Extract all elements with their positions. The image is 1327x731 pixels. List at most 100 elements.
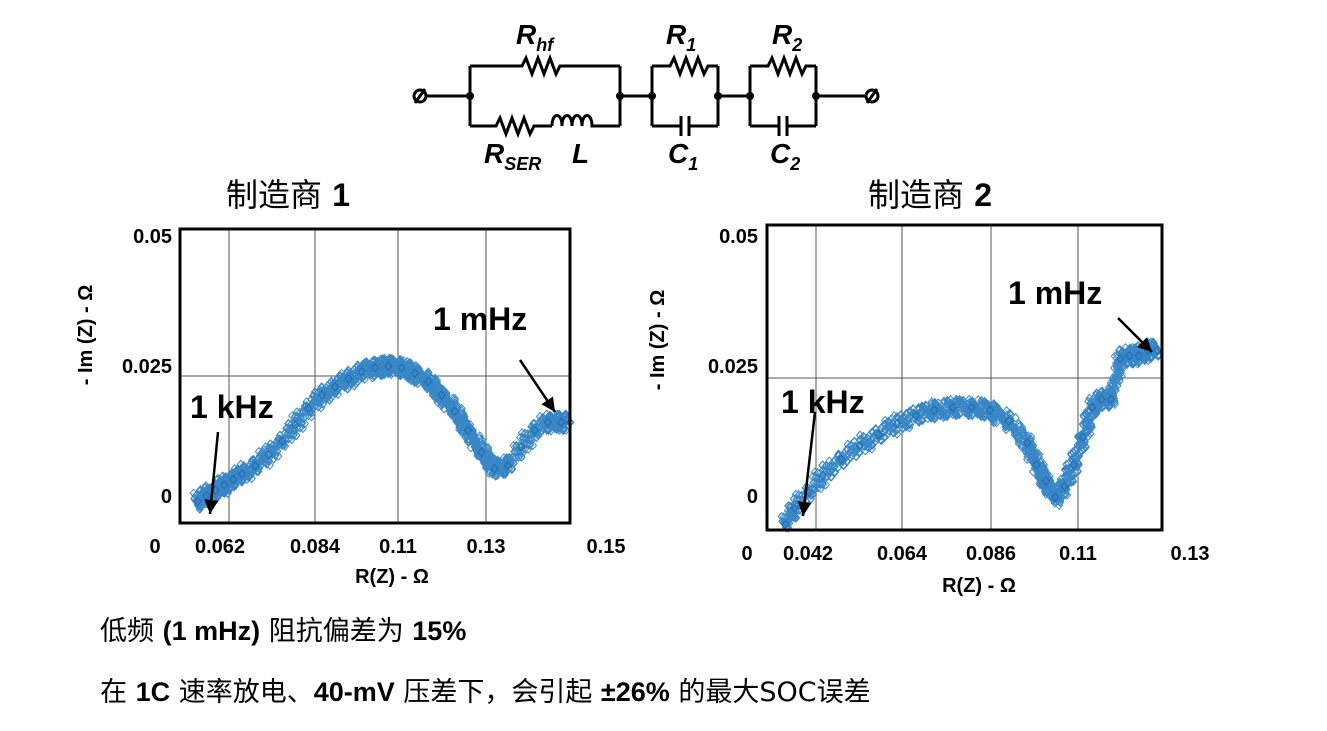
data-point: [516, 441, 526, 452]
x-tick-label: 0.15: [587, 536, 626, 558]
data-point: [1084, 421, 1093, 432]
data-point: [278, 434, 287, 445]
right-terminal: [864, 88, 880, 104]
data-point: [556, 417, 566, 428]
data-point: [989, 418, 999, 428]
data-point: [967, 402, 976, 413]
annotation-arrowhead: [204, 499, 219, 514]
data-point: [1079, 438, 1088, 449]
data-point: [383, 368, 393, 379]
data-point: [1086, 428, 1095, 439]
data-point: [1073, 465, 1082, 476]
x-tick-label: 0.062: [195, 536, 245, 558]
data-point: [877, 435, 886, 446]
data-point: [277, 436, 287, 447]
data-point: [1084, 411, 1094, 422]
y-axis-label: - Im (Z) - Ω: [647, 290, 669, 390]
data-point: [406, 360, 416, 370]
data-point: [892, 429, 902, 439]
data-point: [911, 410, 921, 421]
data-point: [1066, 476, 1075, 486]
data-point: [228, 474, 238, 485]
label-c2: C2: [770, 138, 800, 174]
data-point: [274, 451, 283, 461]
data-point: [855, 447, 864, 457]
x-tick-label: 0.11: [379, 536, 417, 558]
data-point: [1134, 350, 1144, 361]
data-point: [305, 402, 314, 412]
data-point: [929, 405, 939, 416]
data-point: [505, 452, 514, 463]
data-point: [270, 445, 279, 455]
data-point: [1054, 490, 1063, 500]
data-point: [810, 467, 819, 477]
data-point: [502, 452, 511, 463]
data-point: [964, 409, 973, 420]
data-point: [469, 437, 478, 447]
annotation-arrowhead: [541, 396, 555, 412]
data-point: [423, 376, 433, 387]
data-point: [1115, 353, 1125, 364]
data-point: [437, 390, 446, 400]
data-point: [788, 506, 798, 516]
y-axis-label: - Im (Z) - Ω: [75, 285, 97, 385]
data-point: [341, 380, 350, 390]
data-point: [383, 361, 393, 372]
data-point: [1060, 481, 1069, 492]
data-point: [490, 463, 499, 474]
data-point: [1038, 465, 1047, 476]
data-point: [466, 428, 475, 439]
label-c1: C1: [668, 138, 698, 174]
annotation-label: 1 kHz: [781, 384, 865, 420]
data-point: [561, 425, 570, 436]
data-point: [288, 411, 297, 421]
data-point: [1032, 459, 1041, 470]
data-point: [1004, 416, 1013, 426]
data-point: [1076, 438, 1086, 449]
annotation-arrowhead: [1137, 337, 1152, 352]
data-point: [1110, 382, 1119, 392]
data-point: [559, 425, 568, 436]
x-tick-label: 0.086: [966, 543, 1016, 565]
data-point: [955, 409, 964, 420]
plot-frame: [178, 227, 572, 525]
data-point: [821, 479, 830, 490]
data-point: [964, 410, 973, 421]
data-point: [344, 373, 353, 384]
data-point: [514, 444, 524, 455]
data-point: [1074, 450, 1083, 460]
data-point: [1087, 402, 1097, 413]
rhf-resistor: [470, 53, 620, 79]
label-l: L: [572, 138, 589, 169]
data-point: [410, 368, 420, 379]
data-point: [1018, 430, 1028, 441]
data-point: [1018, 425, 1027, 435]
data-point: [914, 417, 924, 427]
data-point: [1097, 394, 1106, 405]
data-point: [410, 377, 419, 388]
data-point: [314, 397, 323, 408]
data-point: [325, 389, 335, 400]
data-point: [892, 425, 902, 435]
x-tick-label: 0.11: [1059, 543, 1097, 565]
data-point: [1108, 384, 1117, 395]
data-series: [189, 353, 575, 514]
data-point: [1078, 432, 1088, 443]
x-tick-label: 0.084: [290, 536, 341, 558]
data-point: [1073, 458, 1083, 468]
x-axis-label: R(Z) - Ω: [355, 566, 429, 588]
data-point: [1061, 489, 1070, 500]
annotation-arrowhead: [797, 501, 812, 516]
data-point: [307, 411, 316, 422]
data-point: [304, 403, 313, 414]
data-point: [874, 429, 883, 440]
data-point: [370, 362, 380, 373]
data-point: [952, 410, 961, 421]
data-point: [330, 381, 340, 392]
chart-2-title: 制造商 2: [868, 176, 992, 214]
x-tick-label: 0.13: [1171, 543, 1210, 565]
note-line-1: 低频 (1 mHz) 阻抗偏差为 15%: [100, 616, 467, 647]
x-tick-label: 0: [741, 543, 752, 565]
data-point: [902, 421, 911, 432]
y-tick-label: 0.05: [719, 226, 758, 248]
